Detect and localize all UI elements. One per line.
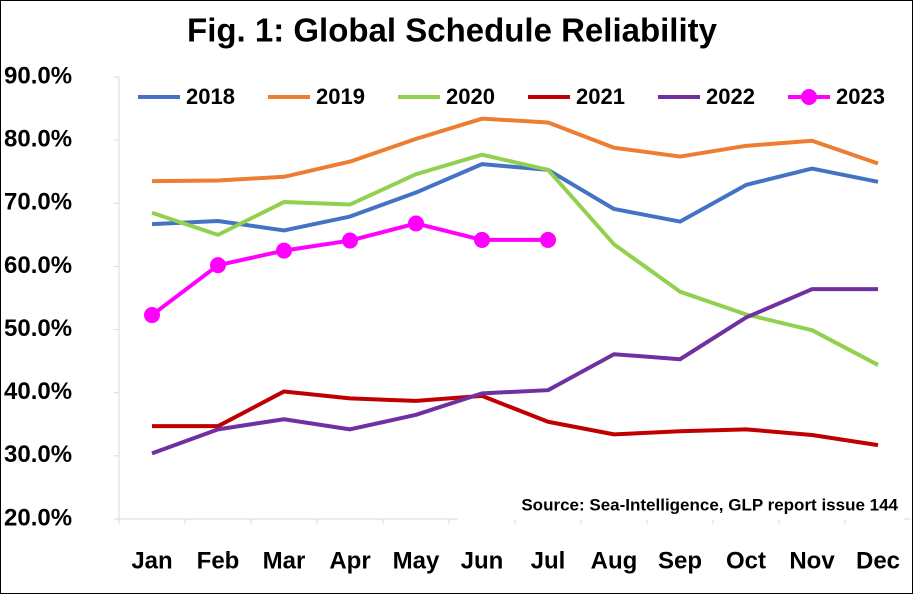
y-tick-label: 30.0% <box>4 441 72 468</box>
series-line <box>152 389 879 448</box>
chart-title: Fig. 1: Global Schedule Reliability <box>187 12 718 49</box>
x-tick-label: Feb <box>197 547 240 574</box>
series-line <box>151 162 879 233</box>
x-tick-label: Jul <box>531 547 566 574</box>
y-tick-label: 90.0% <box>4 62 72 89</box>
annotation-box <box>458 490 904 520</box>
y-tick-label: 80.0% <box>4 125 72 152</box>
y-tick-label: 50.0% <box>4 315 72 342</box>
legend-label: 2022 <box>706 84 755 109</box>
y-tick-label: 20.0% <box>4 504 72 531</box>
series-line <box>151 152 879 367</box>
annotation: Source: Sea-Intelligence, GLP report iss… <box>521 495 898 514</box>
x-tick-label: Dec <box>856 547 900 574</box>
x-tick-label: Aug <box>591 547 638 574</box>
y-tick-label: 60.0% <box>4 252 72 279</box>
point-marker <box>276 242 292 259</box>
x-tick-label: Nov <box>789 547 835 574</box>
x-tick-label: Jun <box>461 547 504 574</box>
point-marker <box>540 231 556 248</box>
legend-label: 2018 <box>186 84 235 109</box>
series-line <box>151 116 879 184</box>
x-tick-label: Mar <box>263 547 306 574</box>
legend-label: 2023 <box>836 84 885 109</box>
point-marker <box>408 215 424 232</box>
y-tick-label: 70.0% <box>4 189 72 216</box>
point-marker <box>474 231 490 248</box>
legend-label: 2021 <box>576 84 625 109</box>
x-tick-label: Oct <box>726 547 766 574</box>
legend-label: 2020 <box>446 84 495 109</box>
y-tick-label: 40.0% <box>4 378 72 405</box>
x-tick-label: Jan <box>131 547 172 574</box>
point-marker <box>342 232 358 249</box>
legend-label: 2019 <box>316 84 365 109</box>
x-tick-label: Sep <box>658 547 702 574</box>
legend-marker <box>801 89 817 105</box>
point-marker <box>210 257 226 274</box>
x-tick-label: Apr <box>329 547 370 574</box>
point-marker <box>144 307 160 324</box>
series-line <box>151 287 878 456</box>
x-tick-label: May <box>393 547 440 574</box>
